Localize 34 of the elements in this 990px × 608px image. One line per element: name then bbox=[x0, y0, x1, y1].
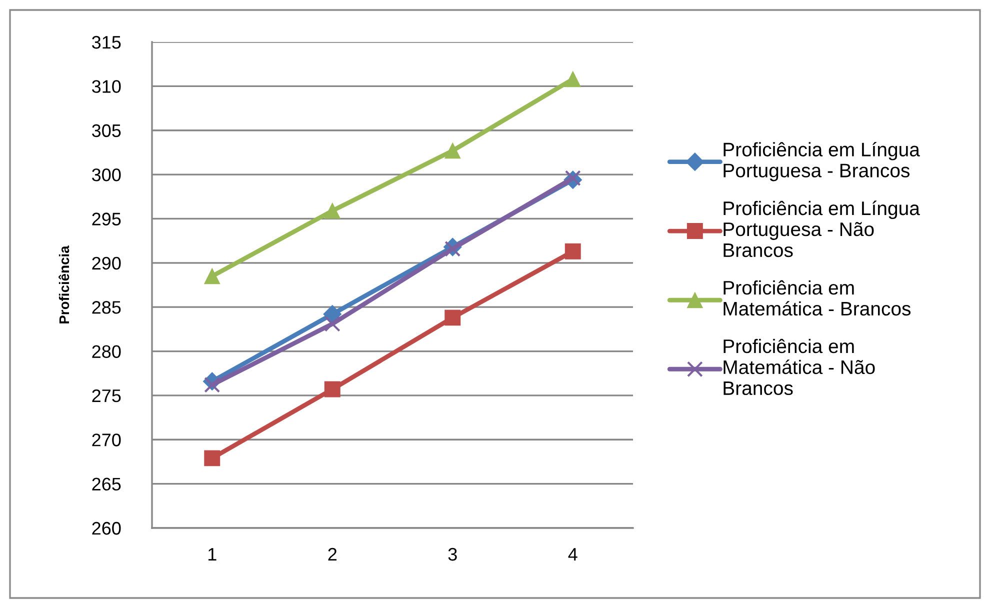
y-tick-label: 290 bbox=[92, 256, 121, 270]
point bbox=[204, 376, 220, 393]
legend-label: Proficiência em Matemática - Brancos bbox=[724, 280, 911, 316]
point bbox=[444, 240, 461, 257]
y-tick-label: 260 bbox=[92, 522, 121, 535]
point bbox=[324, 202, 340, 219]
y-axis-title: Proficiência bbox=[58, 246, 70, 324]
point bbox=[444, 142, 461, 159]
point bbox=[324, 316, 340, 332]
y-tick-label: 270 bbox=[92, 434, 121, 446]
y-tick-label: 285 bbox=[92, 301, 121, 314]
point bbox=[564, 243, 581, 260]
point bbox=[324, 381, 340, 398]
point bbox=[204, 268, 220, 284]
x-tick-label: 2 bbox=[328, 548, 336, 561]
y-tick-label: 275 bbox=[92, 389, 121, 402]
point bbox=[564, 170, 581, 186]
legend-label: Proficiência em Matemática - Não Brancos bbox=[724, 338, 875, 396]
x-tick-label: 1 bbox=[208, 548, 216, 561]
y-tick-label: 265 bbox=[92, 478, 121, 491]
point bbox=[323, 304, 342, 324]
y-tick-label: 310 bbox=[92, 80, 121, 93]
x-tick-label: 4 bbox=[568, 548, 578, 561]
legend-label: Proficiência em Língua Portuguesa - Não Brancos bbox=[724, 200, 920, 258]
y-tick-label: 295 bbox=[92, 212, 121, 226]
point bbox=[564, 71, 581, 88]
point bbox=[204, 450, 220, 466]
y-tick-label: 315 bbox=[92, 36, 121, 49]
y-tick-label: 300 bbox=[92, 168, 121, 182]
y-tick-label: 305 bbox=[92, 124, 121, 138]
y-tick-label: 280 bbox=[92, 345, 121, 358]
legend-label: Proficiência em Língua Portuguesa - Brancos bbox=[724, 142, 920, 182]
point bbox=[444, 310, 461, 326]
x-tick-label: 3 bbox=[448, 548, 457, 561]
